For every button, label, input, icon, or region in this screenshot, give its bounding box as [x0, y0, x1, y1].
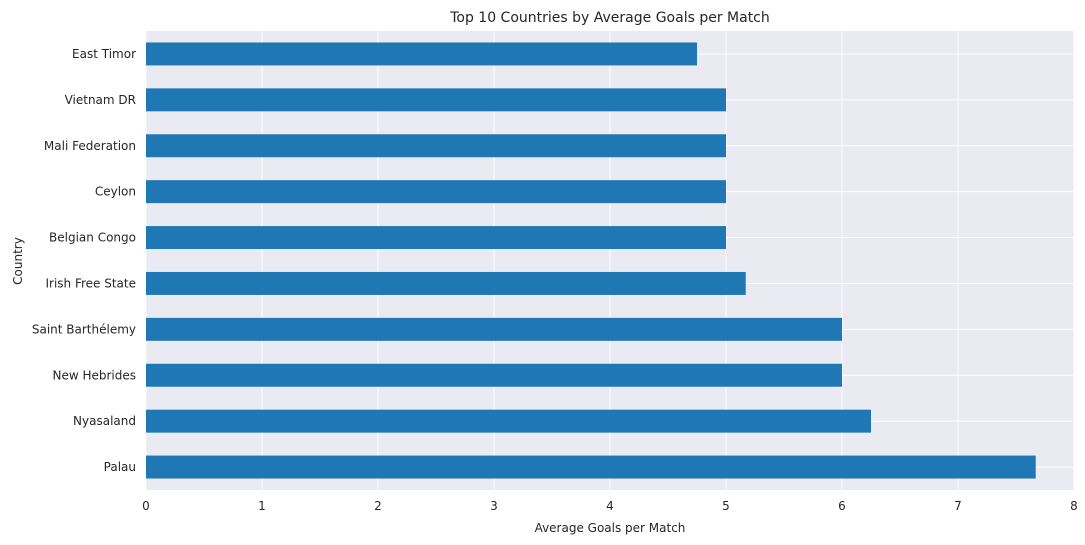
x-tick-label: 3: [490, 499, 498, 513]
y-tick-labels: East Timor Vietnam DR Mali Federation Ceylo…: [32, 47, 136, 474]
x-tick-label: 4: [606, 499, 614, 513]
y-tick-label: Irish Free State: [45, 276, 136, 290]
bar: [146, 271, 746, 295]
x-tick-label: 1: [258, 499, 266, 513]
x-tick-label: 2: [374, 499, 382, 513]
x-tick-label: 6: [838, 499, 846, 513]
y-tick-label: Ceylon: [95, 185, 136, 199]
chart-title: Top 10 Countries by Average Goals per Ma…: [449, 10, 770, 26]
x-tick-label: 7: [954, 499, 962, 513]
bar: [146, 317, 842, 341]
bar: [146, 409, 871, 433]
y-tick-label: Belgian Congo: [49, 231, 136, 245]
x-tick-label: 5: [722, 499, 730, 513]
y-tick-label: Vietnam DR: [65, 93, 136, 107]
x-axis-label: Average Goals per Match: [535, 521, 686, 535]
bar: [146, 226, 726, 250]
y-tick-label: Palau: [104, 460, 136, 474]
bar: [146, 363, 842, 387]
y-axis-label: Country: [11, 237, 25, 285]
bar: [146, 88, 726, 112]
y-tick-label: Nyasaland: [73, 414, 136, 428]
y-tick-label: Saint Barthélemy: [32, 322, 136, 336]
bar: [146, 134, 726, 158]
bar: [146, 455, 1036, 479]
x-tick-label: 0: [142, 499, 150, 513]
y-tick-label: Mali Federation: [44, 139, 136, 153]
x-tick-labels: 0 1 2 3 4 5 6 7 8: [142, 499, 1078, 513]
x-tick-label: 8: [1070, 499, 1078, 513]
y-tick-label: East Timor: [72, 47, 136, 61]
bar: [146, 180, 726, 204]
bar: [146, 42, 697, 66]
bars: [146, 42, 1036, 479]
y-tick-label: New Hebrides: [52, 368, 136, 382]
